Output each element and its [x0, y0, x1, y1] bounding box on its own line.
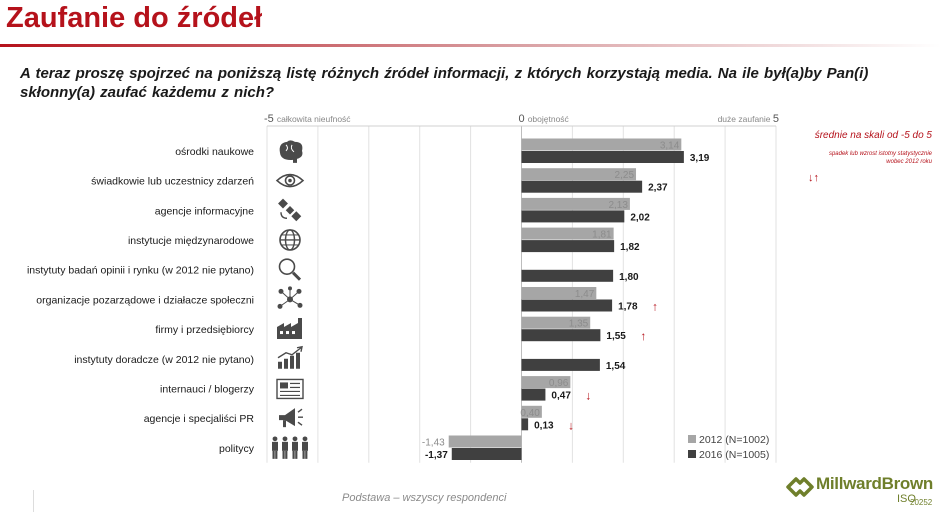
- scale-note-box: średnie na skali od -5 do 5 spadek lub w…: [790, 129, 932, 184]
- data-label-2012: 0,96: [549, 378, 569, 389]
- axis-tick-text: całkowita nieufność: [277, 114, 351, 124]
- network-icon: [277, 286, 303, 309]
- data-label-2012: -1,43: [422, 438, 445, 449]
- bar-2012: [521, 405, 542, 418]
- data-label-2016: 0,47: [551, 391, 571, 402]
- megaphone-icon: [279, 408, 303, 428]
- factory-icon: [277, 318, 302, 340]
- page-title: Zaufanie do źródeł: [6, 2, 263, 34]
- trust-bar-chart: -5 całkowita nieufność 0 obojętność duże z…: [27, 113, 779, 463]
- significance-up-icon: ↑: [652, 300, 658, 314]
- legend-label: 2012 (N=1002): [699, 434, 769, 446]
- category-label: politycy: [219, 443, 255, 455]
- data-label-2016: 1,78: [618, 302, 638, 313]
- significance-down-icon: ↓: [568, 418, 574, 432]
- data-label-2016: 0,13: [534, 420, 554, 431]
- brand-iso-number: 20252: [910, 498, 933, 507]
- data-label-2016: 2,02: [630, 212, 650, 223]
- category-label: świadkowie lub uczestnicy zdarzeń: [91, 176, 254, 188]
- brand-iso: ISO: [897, 493, 916, 505]
- category-label: ośrodki naukowe: [175, 146, 254, 158]
- newspaper-icon: [276, 378, 304, 400]
- data-label-2016: 1,80: [619, 272, 639, 283]
- data-label-2012: 2,25: [615, 170, 635, 181]
- significance-up-icon: ↑: [640, 329, 646, 343]
- bar-2012: [521, 316, 591, 329]
- significance-note: spadek lub wzrost istotny statystycznie …: [828, 151, 932, 165]
- category-label: instytucje międzynarodowe: [128, 235, 254, 247]
- bar-2012: [521, 197, 630, 210]
- bar-2012: [521, 227, 614, 240]
- data-label-2016: -1,37: [425, 450, 448, 461]
- bar-2016: [451, 448, 522, 460]
- data-label-2012: 2,13: [608, 200, 628, 211]
- brand-logo-icon: [786, 477, 814, 497]
- legend-swatch: [688, 450, 696, 458]
- significance-down-icon: ↓: [585, 389, 591, 403]
- brand-name: MillwardBrown: [816, 474, 933, 493]
- category-label: instytuty badań opinii i rynku (w 2012 n…: [27, 265, 254, 277]
- data-label-2016: 2,37: [648, 183, 668, 194]
- survey-question: A teraz proszę spojrzeć na poniższą list…: [20, 65, 869, 101]
- bar-2016: [521, 418, 529, 431]
- axis-tick-number: 0: [519, 113, 528, 125]
- axis-tick-text: duże zaufanie: [718, 114, 773, 124]
- bar-2012: [521, 287, 597, 299]
- axis-tick-label: -5 całkowita nieufność: [264, 113, 351, 125]
- magnifier-icon: [278, 258, 302, 281]
- brain-icon: [279, 140, 303, 163]
- data-label-2016: 1,82: [620, 242, 640, 253]
- legend-label: 2016 (N=1005): [699, 449, 769, 461]
- bar-2016: [521, 388, 546, 401]
- data-label-2012: 0,40: [520, 408, 540, 419]
- axis-tick-number: -5: [264, 113, 277, 125]
- category-label: instytuty doradcze (w 2012 nie pytano): [74, 354, 254, 366]
- bar-2012: [521, 168, 637, 181]
- bar-2016: [521, 299, 613, 312]
- globe-icon: [279, 229, 301, 251]
- data-label-2016: 3,19: [690, 153, 710, 164]
- bar-2012: [521, 138, 682, 151]
- data-label-2016: 1,54: [606, 361, 626, 372]
- data-label-2016: 1,55: [606, 331, 626, 342]
- significance-arrows-icon: ↓↑: [808, 172, 819, 184]
- bar-2016: [521, 358, 600, 371]
- bar-2012: [521, 376, 571, 389]
- data-label-2012: 1,81: [592, 230, 612, 241]
- bar-2016: [521, 329, 601, 342]
- bar-2016: [521, 210, 625, 223]
- data-label-2012: 3,14: [660, 141, 680, 152]
- data-label-2012: 1,35: [569, 319, 589, 330]
- title-underline: [0, 44, 941, 47]
- axis-tick-label: 0 obojętność: [519, 113, 570, 125]
- category-label: internauci / blogerzy: [160, 383, 255, 395]
- eye-icon: [275, 173, 305, 188]
- slide-edge-divider: [33, 490, 34, 512]
- growth-chart-icon: [277, 345, 303, 369]
- base-footnote: Podstawa – wszyscy respondenci: [342, 492, 507, 504]
- brand-logo: MillwardBrown ISO 20252: [786, 472, 938, 510]
- axis-tick-text: obojętność: [528, 114, 570, 124]
- axis-tick-number: 5: [773, 113, 779, 125]
- legend-swatch: [688, 435, 696, 443]
- scale-note: średnie na skali od -5 do 5: [814, 130, 932, 141]
- bar-2016: [521, 180, 643, 193]
- bar-2012: [448, 435, 522, 448]
- axis-tick-label: duże zaufanie 5: [718, 113, 779, 125]
- bar-2016: [521, 151, 684, 163]
- category-label: agencje informacyjne: [155, 205, 254, 217]
- bar-2016: [521, 240, 615, 253]
- data-label-2012: 1,47: [575, 289, 595, 300]
- category-label: firmy i przedsiębiorcy: [155, 324, 254, 336]
- satellite-icon: [278, 198, 302, 222]
- people-icon: [272, 436, 308, 459]
- bar-2016: [521, 269, 614, 282]
- category-label: agencje i specjaliści PR: [144, 413, 255, 425]
- category-label: organizacje pozarządowe i działacze społ…: [36, 294, 254, 306]
